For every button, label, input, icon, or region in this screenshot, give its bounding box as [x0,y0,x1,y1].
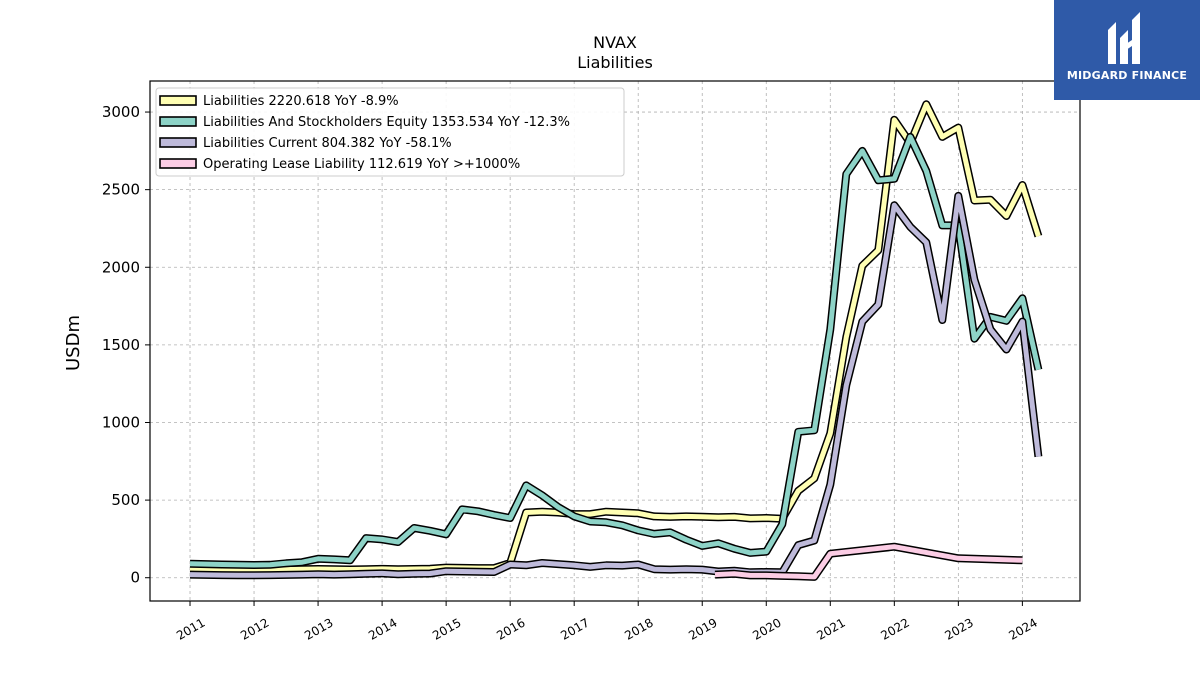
series-line [189,193,1041,578]
legend-swatch [159,95,197,106]
series-line-outline [189,132,1043,569]
logo-mark-icon [1108,12,1140,64]
x-tick-label: 2021 [814,615,847,642]
legend-swatch [159,137,197,148]
x-tick-label: 2022 [878,615,911,642]
x-tick-label: 2014 [366,615,399,642]
y-tick-label: 2000 [102,258,140,276]
x-tick-label: 2012 [238,615,271,642]
x-tick-label: 2015 [430,615,463,642]
series-lines [189,100,1043,581]
legend-entry: Liabilities And Stockholders Equity 1353… [203,115,570,130]
y-tick-label: 1000 [102,413,140,431]
chart-subtitle: Liabilities [577,53,653,72]
y-tick-label: 0 [130,569,140,587]
y-axis-label: USDm [63,315,84,371]
legend-entry: Liabilities Current 804.382 YoY -58.1% [203,136,452,151]
x-tick-label: 2016 [494,615,527,642]
plot-frame [149,80,1081,602]
y-tick-label: 3000 [102,103,140,121]
legend-swatch [159,116,197,127]
legend-entry: Operating Lease Liability 112.619 YoY >+… [203,157,520,172]
series-line [189,101,1041,573]
series-line-outline [189,191,1043,580]
legend-entry: Liabilities 2220.618 YoY -8.9% [203,94,399,109]
x-tick-label: 2020 [750,615,783,642]
y-tick-label: 2500 [102,181,140,199]
chart-title: NVAX [593,33,637,52]
series-line [189,134,1041,568]
y-tick-label: 1500 [102,336,140,354]
logo-text: MIDGARD FINANCE [1066,69,1188,82]
x-tick-label: 2018 [622,615,655,642]
x-tick-label: 2017 [558,615,591,642]
legend: Liabilities 2220.618 YoY -8.9% Liabilitie… [155,87,625,177]
legend-box [155,87,625,177]
x-tick-label: 2019 [686,615,719,642]
x-tick-label: 2013 [302,615,335,642]
brand-logo: MIDGARD FINANCE [1054,0,1200,100]
x-tick-label: 2024 [1006,615,1039,642]
legend-swatch [159,158,197,169]
y-tick-label: 500 [111,491,140,509]
x-tick-label: 2023 [942,615,975,642]
x-tick-label: 2011 [174,615,207,642]
series-line [714,544,1023,580]
